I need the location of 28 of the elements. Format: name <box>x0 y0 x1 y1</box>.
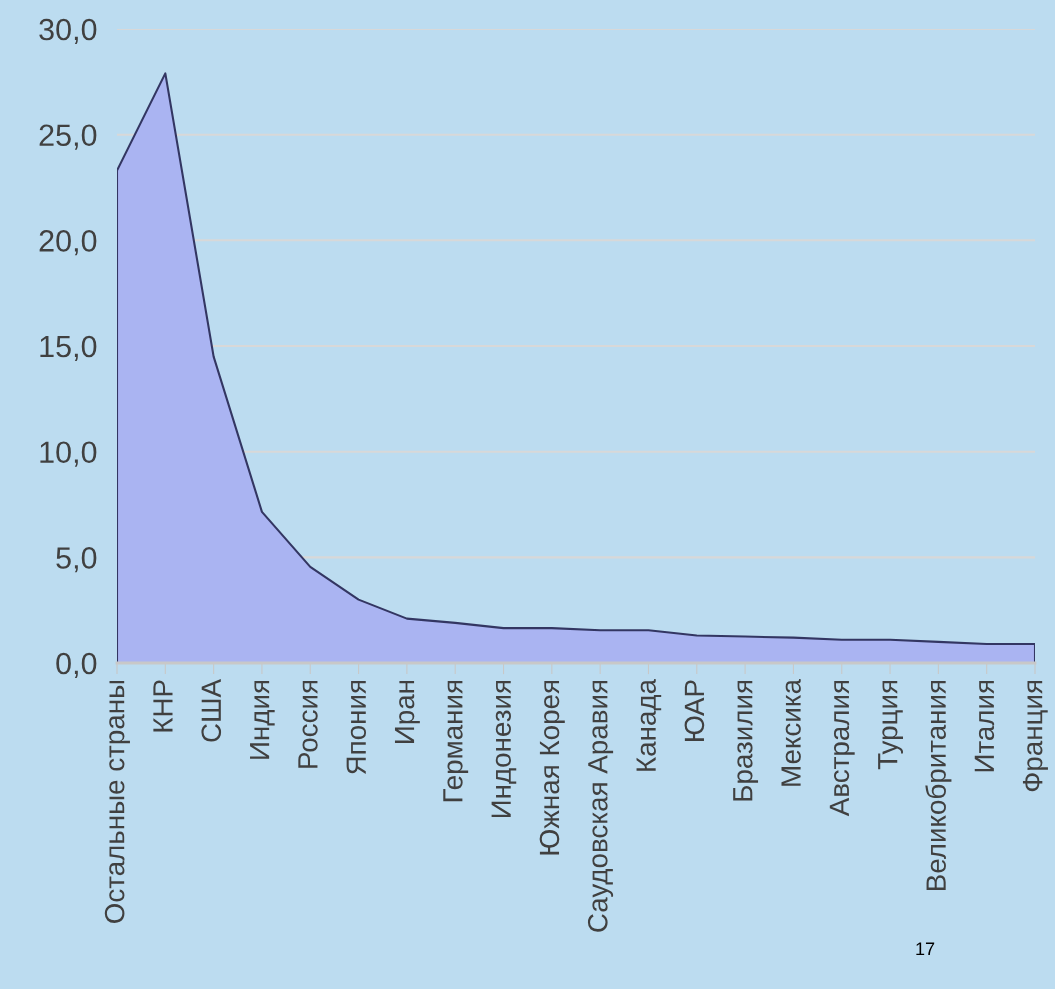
x-tick-label: Австралия <box>829 680 855 817</box>
x-tick-label: Германия <box>443 680 469 802</box>
y-tick-label: 5,0 <box>56 547 97 573</box>
x-tick-label: Турция <box>878 680 903 770</box>
y-tick-label: 20,0 <box>39 230 97 256</box>
x-tick-label: Южная Корея <box>539 680 565 855</box>
x-tick-label: Остальные страны <box>104 680 130 923</box>
x-tick-label: Индонезия <box>491 680 517 818</box>
x-tick-label: Индия <box>250 680 275 759</box>
x-tick-label: Франция <box>1022 680 1048 792</box>
x-tick-label: Иран <box>394 680 420 743</box>
x-tick-label: Россия <box>298 680 318 768</box>
x-tick-label: Канада <box>636 678 662 771</box>
y-tick-label: 10,0 <box>40 441 97 467</box>
y-tick-label: 25,0 <box>39 124 97 150</box>
x-tick-label: ЮАР <box>684 680 705 741</box>
x-tick-label: Великобритания <box>925 680 952 890</box>
x-tick-label: Мексика <box>781 678 801 786</box>
y-tick-label: 0,0 <box>56 652 97 678</box>
x-tick-label: Италия <box>974 680 995 772</box>
text: 17 <box>916 942 935 955</box>
x-tick-label: Бразилия <box>733 680 759 801</box>
y-tick-label: 15,0 <box>40 335 97 361</box>
x-tick-label: Саудовская Аравия <box>587 680 614 932</box>
x-tick-label: Япония <box>346 680 367 775</box>
y-tick-label: 30,0 <box>39 18 97 44</box>
x-tick-label: США <box>201 679 222 742</box>
x-tick-label: КНР <box>153 680 173 732</box>
